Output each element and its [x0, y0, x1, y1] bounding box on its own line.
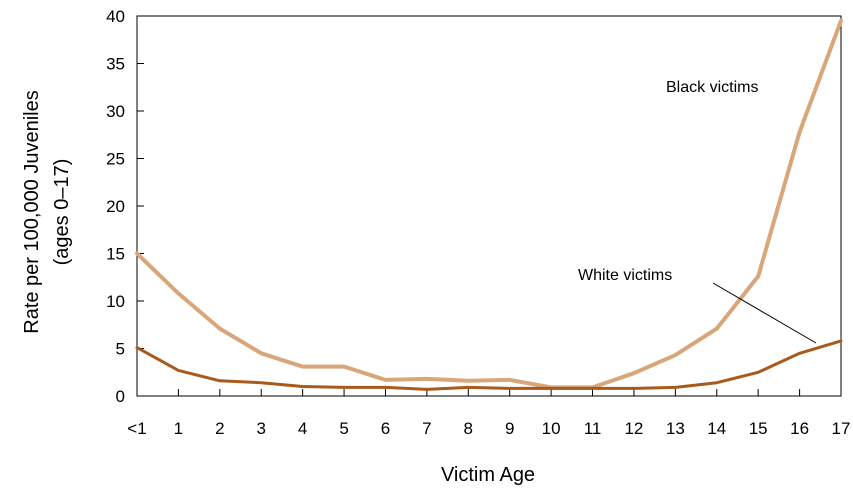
plot-frame — [136, 15, 842, 397]
x-tick-label: 7 — [422, 419, 431, 438]
x-tick-label: 10 — [542, 419, 561, 438]
y-tick-label: 20 — [106, 197, 125, 216]
legend-label-white-victims: White victims — [578, 267, 672, 284]
y-tick-label: 35 — [106, 55, 125, 74]
y-axis-title-line2: (ages 0–17) — [51, 159, 73, 266]
y-tick-label: 10 — [106, 292, 125, 311]
series-line-white-victims — [135, 339, 843, 391]
x-tick-label: 16 — [790, 419, 809, 438]
series-line-black-victims — [135, 18, 843, 390]
x-tick-label: 4 — [298, 419, 307, 438]
x-tick-label: 1 — [174, 419, 183, 438]
x-tick-label: 17 — [832, 419, 851, 438]
y-tick-label: 30 — [106, 102, 125, 121]
x-tick-label: 8 — [464, 419, 473, 438]
series-lines — [135, 18, 843, 391]
x-axis-title: Victim Age — [441, 464, 535, 486]
white-victims-leader-line — [712, 282, 817, 344]
x-tick-label: 14 — [707, 419, 726, 438]
x-tick-label: 6 — [381, 419, 390, 438]
y-tick-label: 25 — [106, 150, 125, 169]
x-tick-label: 11 — [584, 419, 602, 438]
y-tick-label: 0 — [116, 387, 125, 406]
axes — [136, 15, 842, 397]
y-tick-label: 5 — [116, 340, 125, 359]
y-axis-title-line1: Rate per 100,000 Juveniles — [21, 90, 43, 334]
x-tick-label: 12 — [624, 419, 643, 438]
x-tick-label: 3 — [257, 419, 266, 438]
legend-label-black-victims: Black victims — [666, 79, 758, 96]
y-tick-label: 40 — [106, 7, 125, 26]
x-tick-label: 9 — [505, 419, 514, 438]
x-tick-label: 5 — [339, 419, 348, 438]
x-tick-label: 13 — [666, 419, 685, 438]
y-tick-label: 15 — [106, 245, 125, 264]
x-tick-label: <1 — [127, 419, 146, 438]
x-tick-label: 15 — [749, 419, 768, 438]
x-tick-label: 2 — [215, 419, 224, 438]
